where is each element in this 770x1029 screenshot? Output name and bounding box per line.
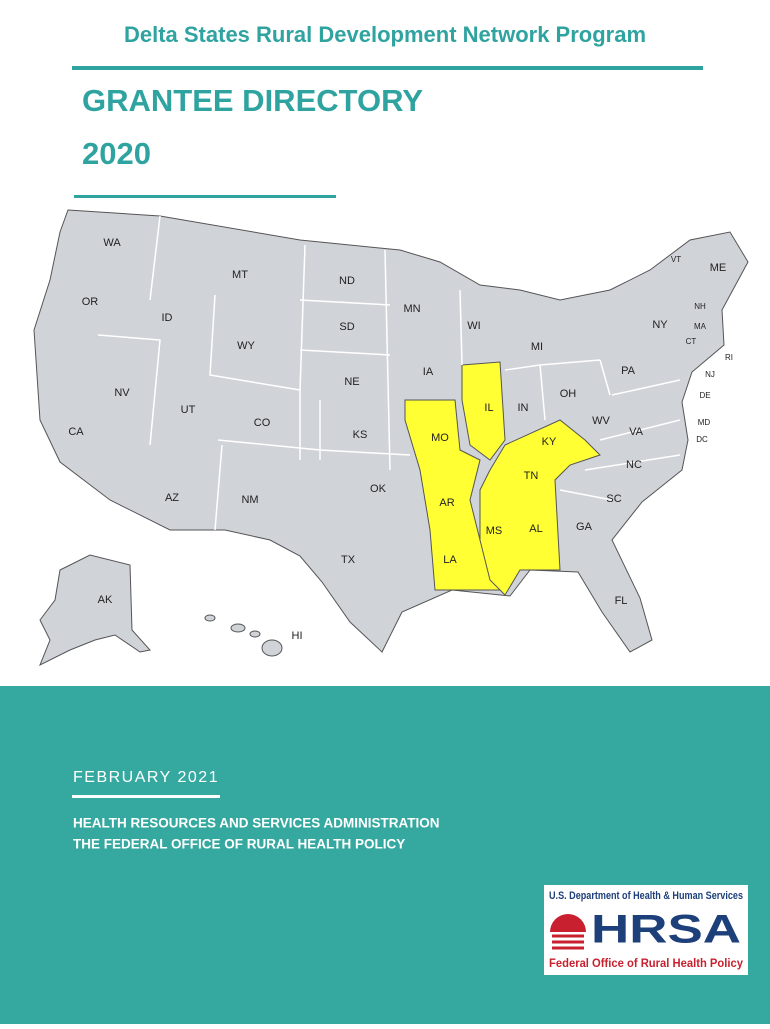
hrsa-logo: U.S. Department of Health & Human Servic… — [544, 885, 748, 975]
state-label: CO — [254, 417, 271, 429]
state-label: TN — [524, 470, 539, 482]
alaska — [39, 554, 151, 667]
state-label: MD — [698, 418, 711, 427]
state-label: OK — [370, 483, 387, 495]
state-label: NM — [241, 494, 258, 506]
state-label: NV — [114, 387, 130, 399]
state-label: OR — [82, 296, 99, 308]
state-label: SD — [339, 321, 354, 333]
state-label: KS — [353, 429, 368, 441]
us-map — [33, 209, 749, 667]
state-label: MN — [403, 303, 420, 315]
state-label: AL — [529, 523, 542, 535]
state-label: NE — [344, 376, 359, 388]
state-label: NH — [694, 302, 706, 311]
state-label: LA — [443, 554, 457, 566]
state-label: WI — [467, 320, 480, 332]
hawaii — [204, 614, 283, 657]
logo-stripes — [552, 934, 584, 950]
state-label: MO — [431, 432, 449, 444]
state-labels: WA OR CA NV ID MT WY UT CO AZ NM ND SD NE KS OK TX MN IA MO… — [68, 237, 733, 642]
state-label: MT — [232, 269, 248, 281]
state-label: ID — [162, 312, 173, 324]
state-label: AZ — [165, 492, 179, 504]
state-label: DE — [699, 391, 710, 400]
state-label: GA — [576, 521, 593, 533]
title-rule — [74, 195, 336, 198]
state-label: MI — [531, 341, 543, 353]
state-label: IL — [484, 402, 493, 414]
state-label: ND — [339, 275, 355, 287]
state-label: DC — [696, 435, 708, 444]
org-line: THE FEDERAL OFFICE OF RURAL HEALTH POLIC… — [73, 837, 405, 852]
state-label: ME — [710, 262, 727, 274]
state-label: RI — [725, 353, 733, 362]
state-label: WV — [592, 415, 610, 427]
program-title: Delta States Rural Development Network P… — [124, 22, 646, 47]
state-label: UT — [181, 404, 196, 416]
state-label: PA — [621, 365, 636, 377]
org-line: HEALTH RESOURCES AND SERVICES ADMINISTRA… — [73, 816, 440, 831]
state-borders — [97, 215, 681, 531]
logo-office: Federal Office of Rural Health Policy — [549, 956, 743, 970]
highlight-ky-tn-ms-al — [479, 419, 601, 596]
state-label: NC — [626, 459, 642, 471]
highlight-il — [461, 361, 506, 461]
contiguous-us — [33, 209, 749, 653]
state-label: HI — [292, 630, 303, 642]
state-label: NJ — [705, 370, 715, 379]
state-label: CT — [686, 337, 697, 346]
state-label: FL — [615, 595, 628, 607]
state-label: KY — [542, 436, 557, 448]
state-label: OH — [560, 388, 577, 400]
date-rule — [72, 795, 220, 798]
logo-acronym: HRSA — [591, 908, 741, 952]
directory-title: GRANTEE DIRECTORY — [82, 83, 423, 118]
state-label: MA — [694, 322, 707, 331]
state-label: IN — [518, 402, 529, 414]
directory-year: 2020 — [82, 136, 151, 171]
state-label: WA — [103, 237, 121, 249]
state-label: CA — [68, 426, 84, 438]
logo-department: U.S. Department of Health & Human Servic… — [549, 890, 743, 902]
header-rule — [72, 66, 703, 70]
state-label: TX — [341, 554, 356, 566]
publication-date: FEBRUARY 2021 — [73, 769, 219, 786]
state-label: SC — [606, 493, 621, 505]
state-label: VT — [671, 255, 681, 264]
state-label: AR — [439, 497, 454, 509]
state-label: VA — [629, 426, 644, 438]
state-label: MS — [486, 525, 503, 537]
state-label: NY — [652, 319, 668, 331]
state-label: WY — [237, 340, 255, 352]
state-label: AK — [98, 594, 113, 606]
state-label: IA — [423, 366, 434, 378]
